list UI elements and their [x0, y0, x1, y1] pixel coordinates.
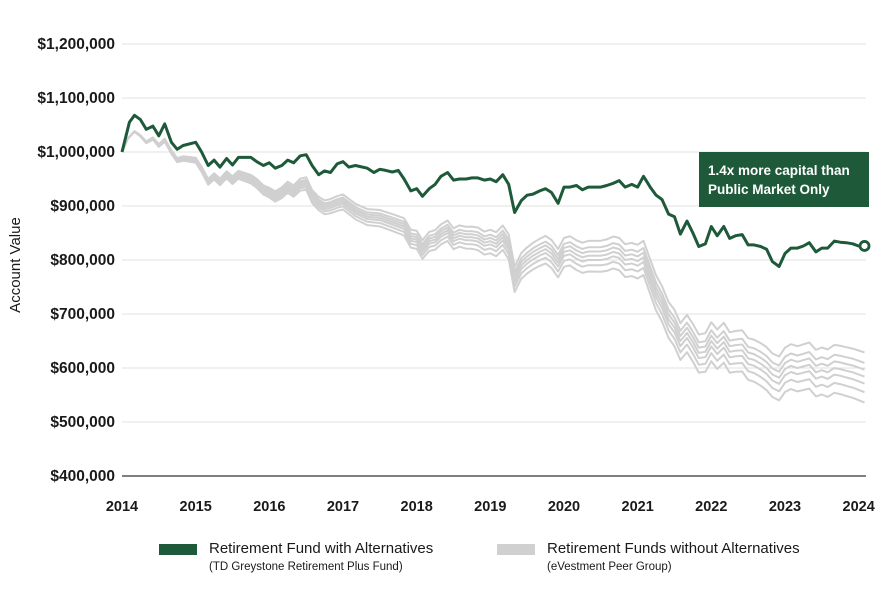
x-tick-label: 2021: [622, 499, 654, 515]
callout-line-2: Public Market Only: [708, 182, 830, 197]
x-tick-label: 2024: [843, 499, 875, 515]
x-tick-label: 2015: [180, 499, 212, 515]
legend-swatch-peer-group: [497, 544, 535, 555]
y-tick-label: $600,000: [50, 360, 115, 377]
y-tick-label: $900,000: [50, 198, 115, 215]
legend: Retirement Fund with Alternatives (TD Gr…: [0, 540, 879, 585]
y-tick-label: $400,000: [50, 468, 115, 485]
x-tick-label: 2017: [327, 499, 359, 515]
legend-sublabel-peer-group: (eVestment Peer Group): [547, 561, 672, 573]
x-tick-label: 2016: [253, 499, 285, 515]
x-axis-ticks: 2014 2015 2016 2017 2018 2019 2020 2021 2022 2023…: [106, 499, 875, 515]
x-tick-label: 2019: [474, 499, 506, 515]
legend-sublabel-alternatives: (TD Greystone Retirement Plus Fund): [209, 561, 403, 573]
legend-label-peer-group: Retirement Funds without Alternatives: [547, 540, 800, 557]
y-tick-label: $1,000,000: [37, 144, 115, 161]
x-tick-label: 2022: [695, 499, 727, 515]
x-tick-label: 2014: [106, 499, 138, 515]
y-axis-ticks: $400,000 $500,000 $600,000 $700,000 $800,000…: [37, 36, 115, 485]
y-tick-label: $1,100,000: [37, 90, 115, 107]
alternatives-end-marker: [858, 240, 871, 252]
peer-group-series: [121, 130, 865, 404]
y-tick-label: $1,200,000: [37, 36, 115, 53]
alternatives-series-line: [120, 113, 865, 268]
y-tick-label: $500,000: [50, 414, 115, 431]
y-tick-label: $800,000: [50, 252, 115, 269]
x-tick-label: 2023: [769, 499, 801, 515]
y-axis-label: Account Value: [7, 217, 24, 313]
callout-line-1: 1.4x more capital than: [708, 163, 850, 178]
peer-group-member-line: [121, 130, 865, 358]
gridlines: [122, 43, 866, 477]
legend-label-alternatives: Retirement Fund with Alternatives: [209, 540, 434, 557]
y-tick-label: $700,000: [50, 306, 115, 323]
legend-swatch-alternatives: [159, 544, 197, 555]
x-tick-label: 2020: [548, 499, 580, 515]
x-tick-label: 2018: [401, 499, 433, 515]
callout-box: 1.4x more capital than Public Market Onl…: [699, 152, 869, 207]
line-chart: $400,000 $500,000 $600,000 $700,000 $800,000…: [7, 36, 875, 515]
